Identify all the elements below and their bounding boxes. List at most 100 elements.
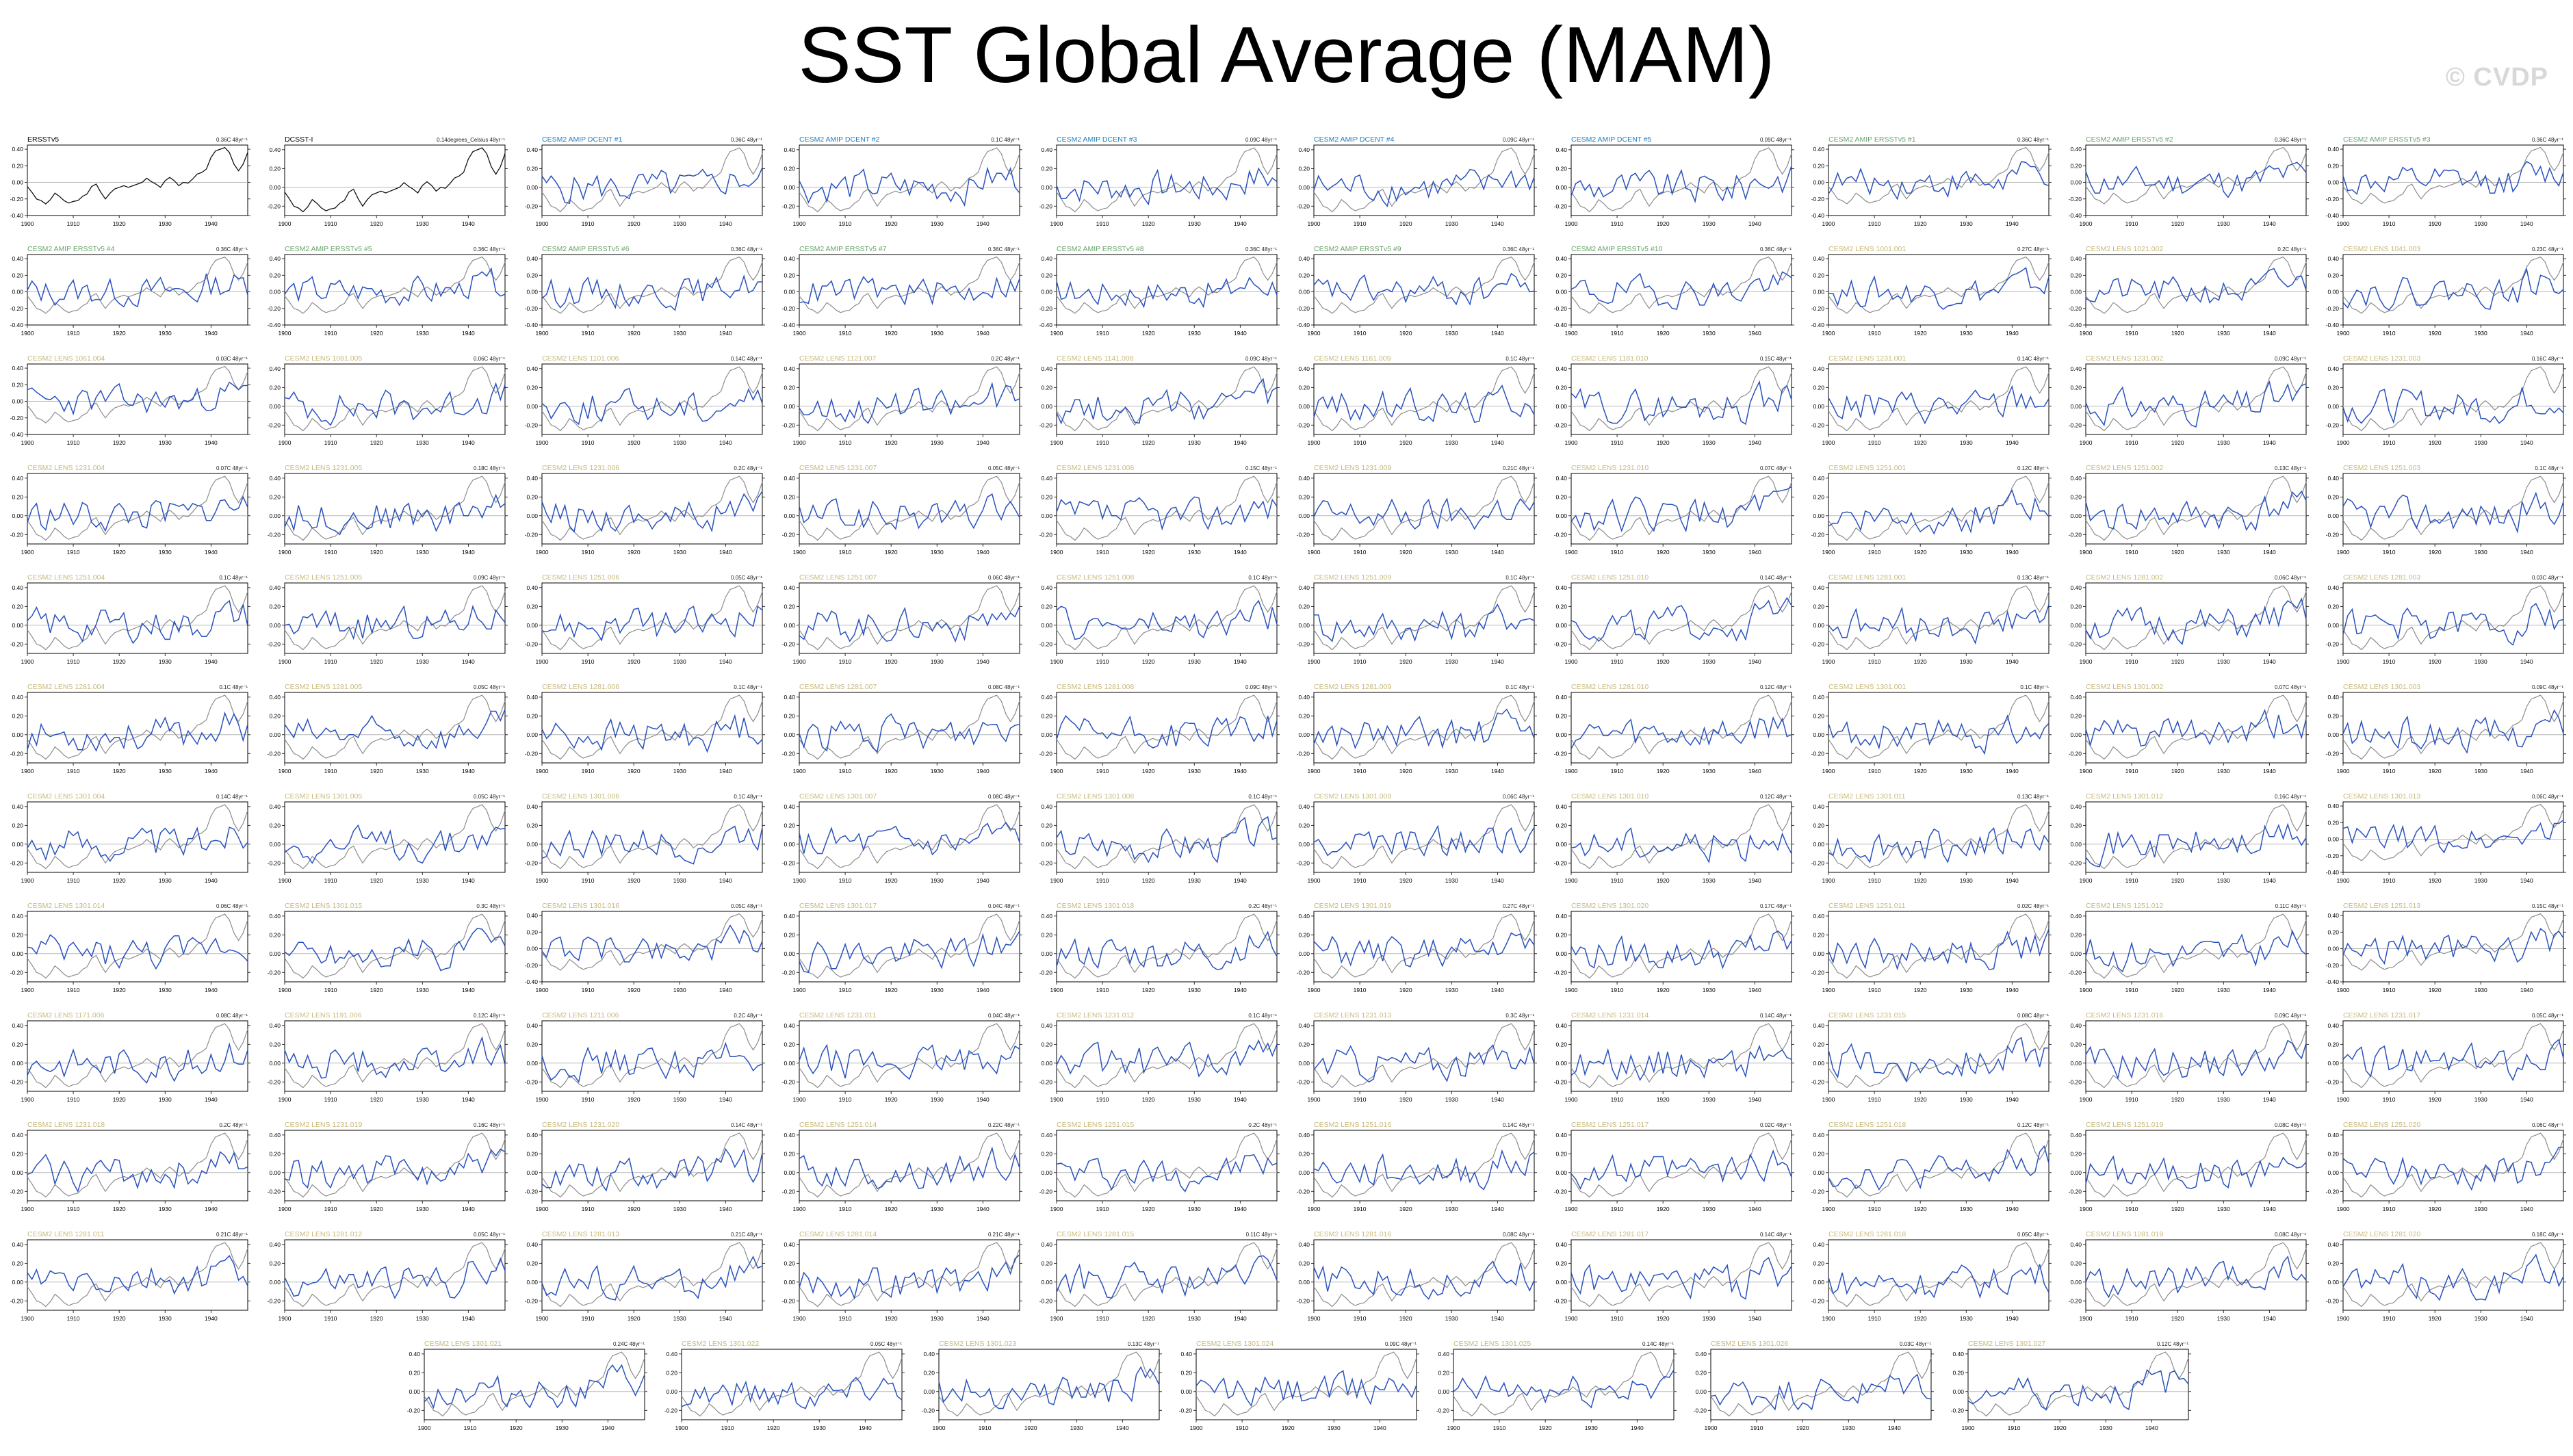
- x-tick-label: 1920: [1914, 658, 1927, 665]
- panel-frame: [27, 911, 248, 983]
- x-tick-label: 1910: [582, 1096, 595, 1103]
- x-tick-label: 1900: [2337, 1096, 2350, 1103]
- y-tick-label: 0.40: [269, 1241, 281, 1248]
- y-tick-label: -0.20: [2326, 1078, 2340, 1085]
- x-tick-label: 1930: [159, 330, 172, 337]
- x-tick-label: 1920: [1657, 1315, 1670, 1322]
- x-tick-label: 1930: [2217, 330, 2230, 337]
- y-tick-label: 0.00: [1813, 1169, 1824, 1176]
- y-tick-label: -0.40: [2326, 869, 2340, 876]
- y-tick-label: 0.00: [2070, 1169, 2082, 1176]
- y-tick-label: 0.20: [269, 931, 281, 938]
- y-tick-label: 0.00: [1298, 1060, 1310, 1067]
- panel-frame: [541, 254, 763, 326]
- series-line-model: [1313, 272, 1535, 306]
- y-tick-label: 0.40: [784, 365, 795, 372]
- x-tick-label: 1910: [2125, 549, 2138, 556]
- y-tick-label: -0.20: [1811, 196, 1825, 203]
- y-tick-label: 0.20: [1041, 603, 1052, 610]
- x-tick-label: 1930: [1960, 987, 1973, 993]
- y-tick-label: -0.20: [525, 750, 539, 757]
- x-tick-label: 1930: [673, 658, 686, 665]
- chart-panel: CESM2 AMIP ERSSTv5 #6 0.36C 48yr⁻¹0.400.2…: [525, 245, 765, 337]
- x-tick-label: 1930: [2217, 220, 2230, 227]
- x-tick-label: 1920: [1657, 768, 1670, 775]
- x-tick-label: 1920: [1914, 987, 1927, 993]
- y-tick-label: 0.00: [1041, 622, 1052, 629]
- x-tick-label: 1930: [931, 658, 944, 665]
- panel-title: CESM2 LENS 1281.010: [1571, 683, 1648, 691]
- y-tick-label: -0.20: [782, 640, 796, 647]
- y-tick-label: -0.20: [2069, 750, 2082, 757]
- chart-panel: CESM2 LENS 1301.016 0.05C 48yr⁻¹0.400.200…: [525, 902, 765, 993]
- y-tick-label: -0.20: [525, 1297, 539, 1304]
- panel-frame: [2085, 144, 2307, 216]
- chart-panel: CESM2 AMIP DCENT #1 0.36C 48yr⁻¹0.400.200…: [525, 135, 765, 227]
- panel-title: CESM2 LENS 1301.027: [1968, 1340, 2045, 1348]
- x-tick-label: 1910: [67, 220, 80, 227]
- y-tick-label: 0.00: [1041, 731, 1052, 738]
- x-tick-label: 1940: [1234, 877, 1247, 884]
- chart-panel: CESM2 LENS 1301.024 0.09C 48yr⁻¹0.400.200…: [1179, 1340, 1419, 1431]
- x-tick-label: 1920: [1399, 768, 1412, 775]
- x-tick-label: 1920: [1142, 1315, 1155, 1322]
- chart-panel: CESM2 AMIP DCENT #3 0.09C 48yr⁻¹0.400.200…: [1039, 135, 1280, 227]
- y-tick-label: 0.40: [784, 694, 795, 701]
- panel-title: CESM2 LENS 1281.016: [1314, 1230, 1391, 1238]
- x-tick-label: 1910: [67, 658, 80, 665]
- x-tick-label: 1920: [370, 549, 383, 556]
- series-line-observed: [27, 365, 248, 424]
- series-line-model: [1056, 496, 1278, 531]
- x-tick-label: 1930: [2474, 658, 2487, 665]
- panel-frame: [1056, 144, 1278, 216]
- x-tick-label: 1920: [113, 330, 126, 337]
- x-tick-label: 1900: [1308, 658, 1321, 665]
- panel-frame: [1453, 1349, 1675, 1420]
- x-tick-label: 1920: [628, 658, 641, 665]
- x-tick-label: 1940: [2006, 1315, 2019, 1322]
- x-tick-label: 1900: [2080, 987, 2093, 993]
- series-line-observed: [2342, 1023, 2564, 1089]
- y-tick-label: -0.20: [1811, 640, 1825, 647]
- y-tick-label: 0.40: [2327, 146, 2339, 153]
- series-line-model: [2085, 822, 2307, 868]
- x-tick-label: 1940: [2263, 768, 2276, 775]
- x-tick-label: 1910: [67, 877, 80, 884]
- panel-trend-label: 0.11C 48yr⁻¹: [2275, 903, 2307, 909]
- x-tick-label: 1900: [1308, 768, 1321, 775]
- y-tick-label: 0.00: [923, 1388, 935, 1395]
- x-tick-label: 1930: [1703, 658, 1716, 665]
- series-line-model: [284, 382, 506, 426]
- x-tick-label: 1940: [977, 877, 990, 884]
- chart-panel: CESM2 LENS 1281.011 0.21C 48yr⁻¹0.400.200…: [10, 1230, 250, 1322]
- panel-frame: [1313, 692, 1535, 764]
- x-tick-label: 1900: [2080, 658, 2093, 665]
- x-tick-label: 1930: [416, 549, 429, 556]
- panel-title: CESM2 AMIP ERSSTv5 #4: [27, 245, 115, 253]
- x-tick-label: 1940: [977, 549, 990, 556]
- panel-trend-label: 0.05C 48yr⁻¹: [731, 903, 762, 909]
- series-line-model: [1570, 271, 1792, 310]
- panel-trend-label: 0.08C 48yr⁻¹: [1503, 1232, 1534, 1238]
- x-tick-label: 1940: [462, 658, 475, 665]
- x-tick-label: 1920: [370, 658, 383, 665]
- x-tick-label: 1930: [159, 220, 172, 227]
- panel-trend-label: 0.12C 48yr⁻¹: [1760, 684, 1792, 690]
- chart-panel: CESM2 LENS 1301.014 0.06C 48yr⁻¹0.400.200…: [10, 902, 250, 993]
- y-tick-label: 0.20: [1041, 493, 1052, 500]
- series-line-model: [27, 1042, 248, 1084]
- x-tick-label: 1930: [2217, 658, 2230, 665]
- x-tick-label: 1900: [675, 1425, 688, 1431]
- y-tick-label: 0.40: [1438, 1351, 1449, 1357]
- panel-trend-label: 0.09C 48yr⁻¹: [474, 575, 505, 581]
- y-tick-label: 0.40: [2327, 1241, 2339, 1248]
- chart-panel: CESM2 LENS 1301.019 0.27C 48yr⁻¹0.400.200…: [1297, 902, 1537, 993]
- y-tick-label: -0.20: [525, 421, 539, 428]
- x-tick-label: 1900: [1565, 549, 1578, 556]
- series-line-model: [284, 709, 506, 750]
- x-tick-label: 1940: [2006, 439, 2019, 446]
- panel-trend-label: 0.05C 48yr⁻¹: [474, 1232, 505, 1238]
- panel-frame: [27, 363, 248, 435]
- series-line-model: [799, 166, 1020, 207]
- panel-frame: [541, 1130, 763, 1201]
